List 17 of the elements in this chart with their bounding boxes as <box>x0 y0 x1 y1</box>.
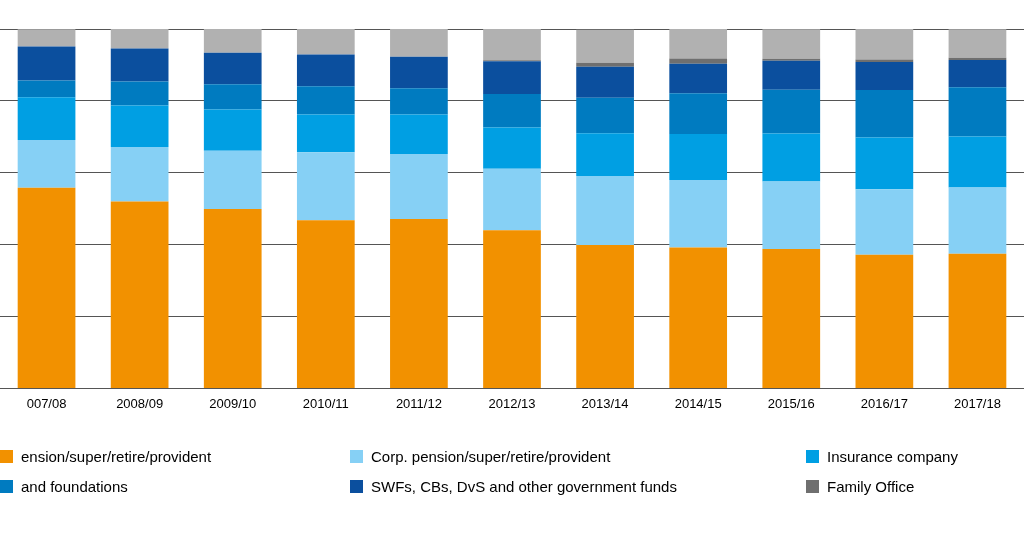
legend-label: SWFs, CBs, DvS and other government funds <box>371 477 677 495</box>
x-tick-label: 2017/18 <box>953 395 1001 411</box>
legend-label: Insurance company <box>827 447 958 465</box>
x-tick-label: 2015/16 <box>767 395 815 411</box>
legend-label: Corp. pension/super/retire/provident <box>371 447 611 465</box>
legend-label: and foundations <box>21 477 128 495</box>
x-tick-label: 2013/14 <box>581 395 629 411</box>
legend-label: Family Office <box>827 477 915 495</box>
legend-label: ension/super/retire/provident <box>21 447 212 465</box>
x-tick-label: 2009/10 <box>209 395 257 411</box>
x-tick-label: 2010/11 <box>302 395 349 411</box>
x-tick-label: 2012/13 <box>488 395 536 411</box>
x-tick-label: 2011/12 <box>395 395 442 411</box>
x-tick-label: 2008/09 <box>116 395 164 411</box>
x-tick-label: 007/08 <box>26 395 67 411</box>
x-tick-label: 2016/17 <box>860 395 908 411</box>
x-tick-label: 2014/15 <box>674 395 722 411</box>
